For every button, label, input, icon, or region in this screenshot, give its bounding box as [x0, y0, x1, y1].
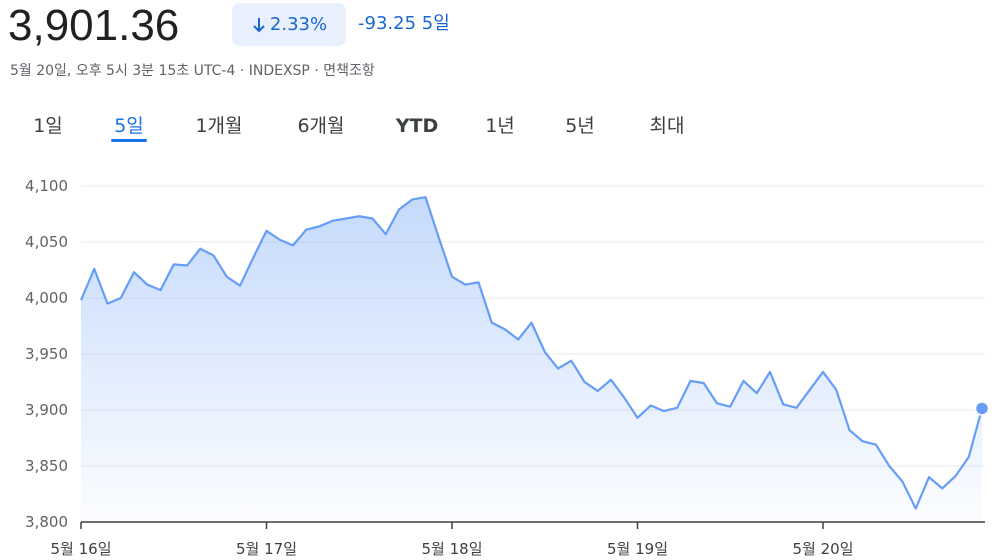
y-tick-label: 3,950: [25, 345, 68, 363]
x-tick-label: 5월 17일: [236, 540, 297, 558]
price-line: [79, 196, 984, 510]
y-tick-label: 3,900: [25, 401, 68, 419]
x-tick-label: 5월 16일: [51, 540, 112, 558]
change-percent: 2.33%: [269, 14, 328, 35]
area-fill: [81, 197, 982, 522]
period-tab[interactable]: 최대: [650, 115, 685, 137]
period-tab[interactable]: YTD: [395, 115, 439, 137]
tab-indicator: [111, 139, 147, 142]
timestamp: 5월 20일, 오후 5시 3분 15초 UTC-4 · INDEXSP · 면…: [10, 60, 375, 80]
disclaimer-link[interactable]: 면책조항: [323, 63, 375, 79]
change-percent-badge: 2.33%: [232, 3, 346, 46]
change-period: 5일: [421, 13, 450, 34]
y-tick-label: 4,050: [25, 233, 68, 251]
y-tick-label: 3,800: [25, 513, 68, 531]
period-tab[interactable]: 5년: [565, 115, 595, 137]
y-tick-label: 4,100: [25, 177, 68, 195]
down-arrow-icon: [253, 17, 265, 32]
y-tick-label: 3,850: [25, 457, 68, 475]
period-tab[interactable]: 1개월: [195, 115, 242, 137]
timestamp-text: 5월 20일, 오후 5시 3분 15초 UTC-4 · INDEXSP ·: [10, 63, 324, 79]
y-tick-label: 4,000: [25, 289, 68, 307]
price: 3,901.36: [8, 1, 180, 50]
change-value: -93.25: [358, 13, 417, 34]
x-tick-label: 5월 18일: [422, 540, 483, 558]
period-tab[interactable]: 5일: [114, 115, 144, 137]
x-tick-label: 5월 19일: [607, 540, 668, 558]
period-tab[interactable]: 1년: [485, 115, 515, 137]
last-point: [974, 401, 990, 416]
x-tick-label: 5월 20일: [793, 540, 854, 558]
period-tab[interactable]: 6개월: [297, 115, 344, 137]
change: -93.25 5일: [358, 9, 450, 35]
period-tab[interactable]: 1일: [33, 115, 63, 137]
